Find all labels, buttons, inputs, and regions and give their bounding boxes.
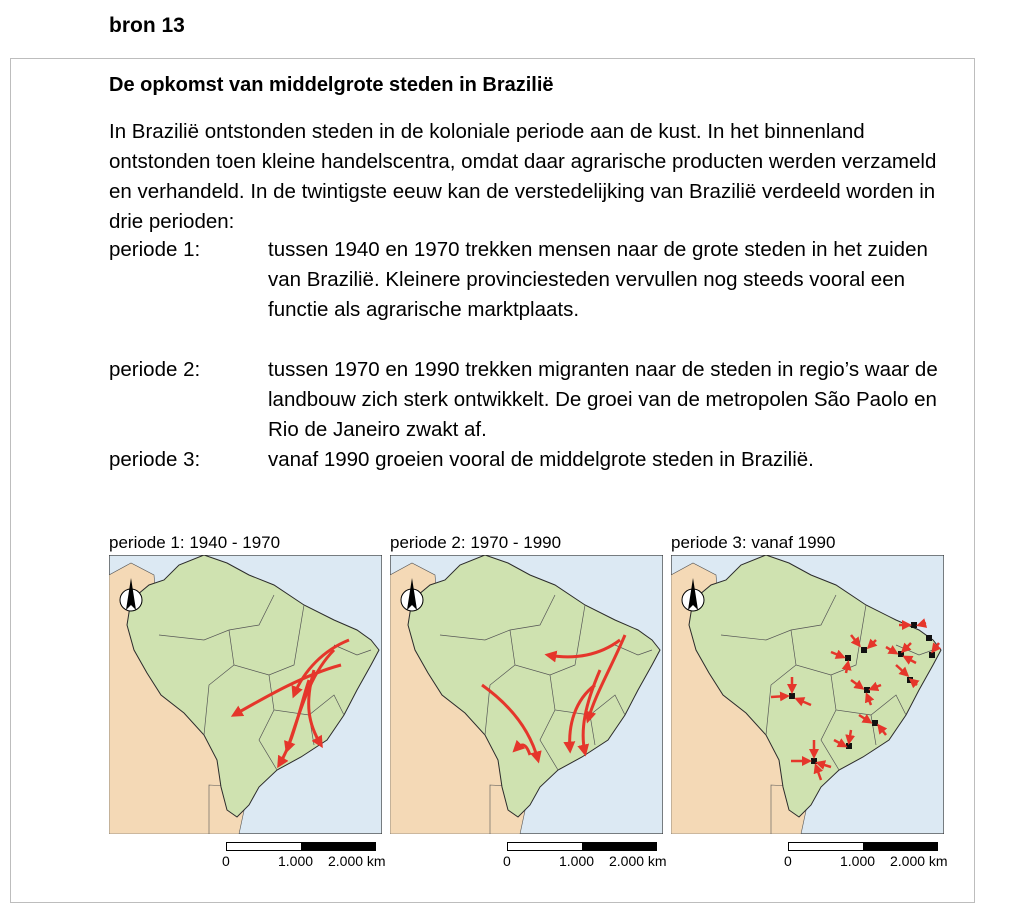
map-caption-1: periode 1: 1940 - 1970 <box>109 533 281 552</box>
brazil <box>126 555 380 818</box>
arrows <box>770 618 942 781</box>
period-text: vanaf 1990 groeien vooral de middelgrote… <box>268 448 814 471</box>
arrows <box>481 634 627 764</box>
map-caption-2: periode 2: 1970 - 1990 <box>390 533 562 552</box>
scale-zero: 0 <box>222 853 230 869</box>
intro-paragraph: In Brazilië ontstonden steden in de kolo… <box>109 120 937 233</box>
brazil <box>407 555 661 818</box>
map-period-2-svg <box>390 555 663 834</box>
scale-zero: 0 <box>503 853 511 869</box>
scale-bar-2: 0 1.000 2.000 km <box>501 842 671 872</box>
arrows <box>230 638 350 769</box>
source-title: De opkomst van middelgrote steden in Bra… <box>109 74 554 96</box>
map-period-1 <box>109 555 382 834</box>
scale-zero: 0 <box>784 853 792 869</box>
period-label: periode 3: <box>109 448 201 471</box>
period-text: tussen 1970 en 1990 trekken migranten na… <box>268 358 938 441</box>
scale-end: 2.000 km <box>890 853 948 869</box>
scale-mid: 1.000 <box>559 853 595 869</box>
state-borders <box>439 594 653 771</box>
scale-mid: 1.000 <box>278 853 314 869</box>
map-period-3 <box>671 555 944 834</box>
scale-bar-1: 0 1.000 2.000 km <box>220 842 390 872</box>
source-label: bron 13 <box>109 14 185 37</box>
map-caption-3: periode 3: vanaf 1990 <box>671 533 836 552</box>
map-period-2 <box>390 555 663 834</box>
map-period-3-svg <box>671 555 944 834</box>
period-label: periode 2: <box>109 358 201 381</box>
north-arrow-icon <box>681 578 705 612</box>
scale-end: 2.000 km <box>328 853 386 869</box>
scale-bar-3: 0 1.000 2.000 km <box>782 842 952 872</box>
brazil <box>688 555 942 818</box>
north-arrow-icon <box>400 578 424 612</box>
source-frame <box>10 58 975 903</box>
north-arrow-icon <box>119 578 143 612</box>
map-period-1-svg <box>109 555 382 834</box>
period-text: tussen 1940 en 1970 trekken mensen naar … <box>268 238 928 321</box>
period-label: periode 1: <box>109 238 201 261</box>
scale-mid: 1.000 <box>840 853 876 869</box>
state-borders <box>158 594 372 771</box>
scale-end: 2.000 km <box>609 853 667 869</box>
